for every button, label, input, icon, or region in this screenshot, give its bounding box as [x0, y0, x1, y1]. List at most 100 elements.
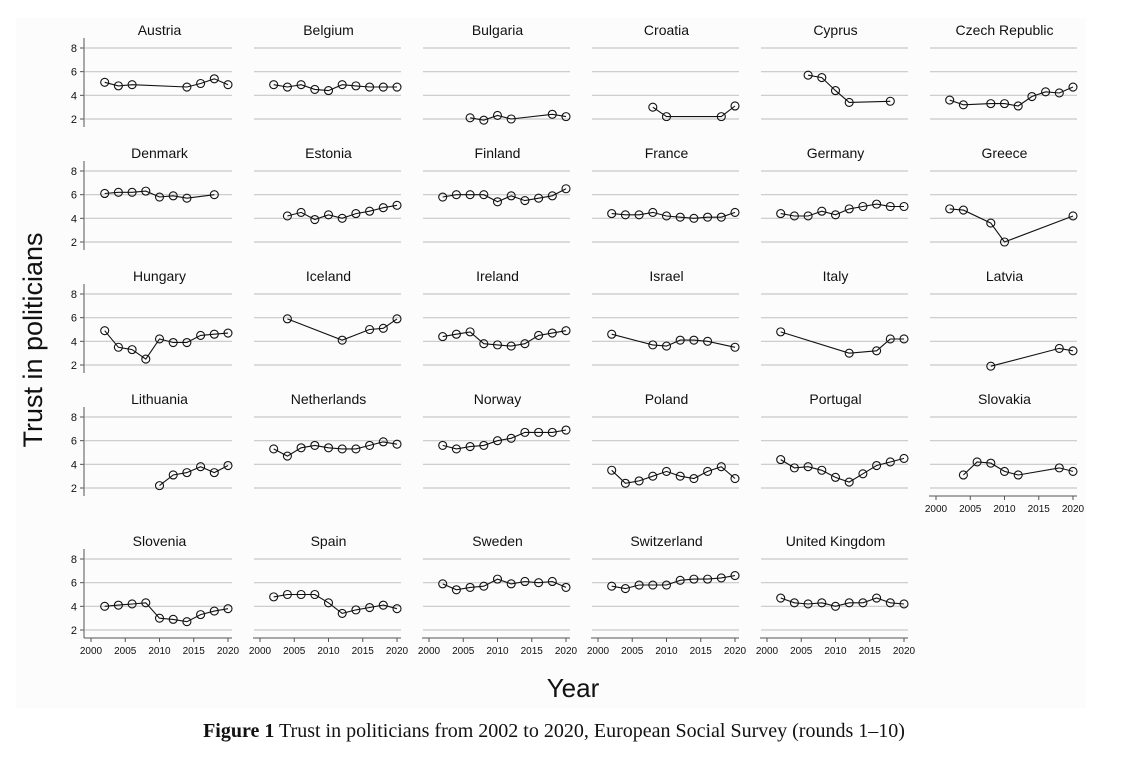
- data-point: [141, 354, 151, 364]
- data-point: [547, 328, 557, 338]
- panel-title: Slovenia: [133, 533, 187, 549]
- data-point: [634, 210, 644, 220]
- series-line: [442, 330, 567, 347]
- data-point: [337, 335, 347, 345]
- data-point: [703, 574, 713, 584]
- data-point: [899, 453, 909, 463]
- data-point: [872, 593, 882, 603]
- data-point: [689, 574, 699, 584]
- data-point: [451, 329, 461, 339]
- panel-germany: Germany: [761, 145, 909, 243]
- panel-title: Croatia: [644, 22, 689, 38]
- series-line: [442, 578, 567, 591]
- y-tick-label: 8: [71, 554, 77, 566]
- data-point: [323, 598, 334, 608]
- panel-switzerland: Switzerland 2000 2005 2010 2015 2020: [587, 533, 747, 657]
- series-line: [780, 331, 904, 354]
- data-point: [561, 112, 571, 122]
- data-point: [1054, 88, 1064, 98]
- panel-portugal: Portugal: [761, 391, 909, 489]
- data-point: [716, 112, 726, 122]
- y-tick-label: 6: [71, 190, 77, 202]
- panel-croatia: Croatia: [592, 22, 740, 122]
- data-point: [776, 593, 786, 603]
- series-line: [949, 86, 1074, 107]
- series-line: [949, 208, 1074, 243]
- panel-title: Spain: [311, 533, 347, 549]
- data-point: [899, 334, 909, 344]
- data-point: [351, 444, 361, 454]
- data-point: [100, 188, 110, 199]
- y-tick-label: 6: [71, 578, 77, 590]
- panel-title: Poland: [645, 391, 689, 407]
- panel-poland: Poland: [592, 391, 740, 489]
- x-tick-label: 2005: [621, 646, 644, 657]
- data-point: [223, 328, 233, 338]
- series-line: [780, 203, 904, 217]
- data-point: [506, 341, 516, 351]
- series-line: [159, 465, 229, 487]
- data-point: [323, 210, 334, 220]
- data-point: [885, 96, 895, 106]
- panel-latvia: Latvia: [930, 268, 1078, 371]
- caption-label: Figure 1: [203, 720, 275, 742]
- panel-title: Bulgaria: [472, 22, 524, 38]
- series-line: [470, 113, 567, 121]
- data-point: [830, 86, 841, 96]
- data-point: [817, 73, 827, 83]
- data-point: [547, 576, 557, 587]
- data-point: [209, 190, 219, 200]
- data-point: [1041, 87, 1051, 97]
- data-point: [999, 99, 1010, 109]
- data-point: [1068, 211, 1078, 221]
- series-line: [990, 347, 1074, 367]
- series-line: [273, 593, 398, 614]
- data-point: [648, 340, 658, 350]
- data-point: [547, 109, 557, 119]
- y-tick-label: 6: [71, 313, 77, 325]
- data-point: [730, 473, 740, 484]
- x-tick-label: 2015: [521, 646, 544, 657]
- data-point: [196, 462, 206, 472]
- panel-title: Germany: [807, 145, 865, 161]
- data-point: [675, 471, 685, 481]
- data-point: [154, 481, 165, 491]
- series-line: [442, 429, 567, 450]
- x-tick-label: 2015: [859, 646, 882, 657]
- panel-bulgaria: Bulgaria: [423, 22, 571, 125]
- x-tick-label: 2010: [655, 646, 678, 657]
- data-point: [141, 186, 151, 196]
- data-point: [113, 81, 123, 91]
- data-point: [269, 592, 279, 602]
- y-tick-label: 2: [71, 237, 77, 249]
- data-point: [844, 97, 854, 107]
- data-point: [438, 579, 448, 589]
- data-point: [899, 201, 909, 212]
- x-tick-label: 2020: [724, 646, 747, 657]
- data-point: [607, 581, 617, 591]
- series-line: [104, 190, 215, 199]
- data-point: [844, 598, 854, 608]
- panel-netherlands: Netherlands: [254, 391, 402, 489]
- y-tick-label: 2: [71, 483, 77, 495]
- data-point: [534, 578, 544, 588]
- x-tick-label: 2000: [80, 646, 103, 657]
- data-point: [100, 601, 110, 611]
- x-tick-label: 2005: [283, 646, 306, 657]
- data-point: [830, 472, 841, 482]
- data-point: [113, 342, 123, 352]
- data-point: [999, 237, 1010, 247]
- data-point: [282, 211, 292, 221]
- data-point: [182, 468, 192, 478]
- data-point: [479, 581, 489, 591]
- data-point: [378, 323, 388, 333]
- data-point: [209, 606, 219, 616]
- data-point: [378, 437, 388, 447]
- data-point: [168, 614, 178, 624]
- data-point: [438, 192, 448, 202]
- data-point: [506, 191, 516, 201]
- data-point: [465, 442, 475, 452]
- panel-spain: Spain 2000 2005 2010 2015 2020: [249, 533, 409, 657]
- panel-cyprus: Cyprus: [761, 22, 908, 120]
- data-point: [885, 201, 895, 212]
